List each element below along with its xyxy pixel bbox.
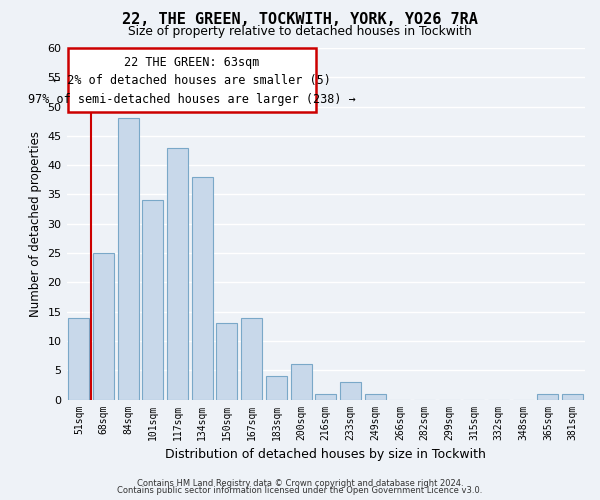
Bar — [68, 318, 89, 400]
Bar — [290, 364, 311, 400]
Text: ← 2% of detached houses are smaller (5): ← 2% of detached houses are smaller (5) — [53, 74, 331, 86]
Bar — [241, 318, 262, 400]
Text: Contains HM Land Registry data © Crown copyright and database right 2024.: Contains HM Land Registry data © Crown c… — [137, 478, 463, 488]
Bar — [93, 253, 114, 400]
Text: 97% of semi-detached houses are larger (238) →: 97% of semi-detached houses are larger (… — [28, 93, 356, 106]
Bar — [340, 382, 361, 400]
Bar — [266, 376, 287, 400]
Y-axis label: Number of detached properties: Number of detached properties — [29, 131, 42, 317]
Bar — [365, 394, 386, 400]
Bar — [118, 118, 139, 400]
Text: 22, THE GREEN, TOCKWITH, YORK, YO26 7RA: 22, THE GREEN, TOCKWITH, YORK, YO26 7RA — [122, 12, 478, 28]
FancyBboxPatch shape — [68, 48, 316, 112]
Bar — [538, 394, 559, 400]
Bar — [167, 148, 188, 400]
X-axis label: Distribution of detached houses by size in Tockwith: Distribution of detached houses by size … — [166, 448, 486, 461]
Text: Contains public sector information licensed under the Open Government Licence v3: Contains public sector information licen… — [118, 486, 482, 495]
Bar — [217, 324, 238, 400]
Bar — [562, 394, 583, 400]
Bar — [315, 394, 336, 400]
Bar — [142, 200, 163, 400]
Text: Size of property relative to detached houses in Tockwith: Size of property relative to detached ho… — [128, 25, 472, 38]
Text: 22 THE GREEN: 63sqm: 22 THE GREEN: 63sqm — [124, 56, 259, 69]
Bar — [192, 177, 213, 400]
